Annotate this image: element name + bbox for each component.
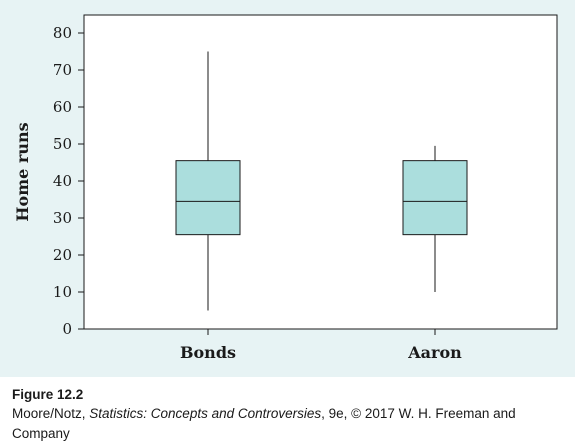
x-tick-label-bonds: Bonds	[180, 343, 236, 362]
box-bonds	[175, 160, 241, 236]
box-group	[175, 51, 468, 311]
y-tick-label: 70	[53, 61, 72, 79]
figure-caption: Figure 12.2 Moore/Notz, Statistics: Conc…	[12, 385, 567, 444]
y-tick-label: 10	[53, 283, 72, 301]
box-aaron	[402, 160, 468, 236]
figure-label: Figure 12.2	[12, 387, 84, 402]
x-axis: Bonds Aaron	[180, 329, 462, 362]
y-tick-label: 50	[53, 135, 72, 153]
y-tick-label: 30	[53, 209, 72, 227]
y-axis-title: Home runs	[13, 122, 32, 221]
y-tick-label: 80	[53, 24, 72, 42]
figure-credit: Moore/Notz, Statistics: Concepts and Con…	[12, 406, 516, 441]
y-tick-label: 0	[62, 320, 72, 338]
credit-prefix: Moore/Notz,	[12, 406, 90, 421]
x-tick-label-aaron: Aaron	[407, 343, 462, 362]
y-tick-label: 20	[53, 246, 72, 264]
y-axis: 0 10 20 30 40 50 60 70 80	[53, 24, 84, 338]
y-tick-label: 40	[53, 172, 72, 190]
credit-suffix: , 9e, © 2017 W. H. Freeman and Company	[12, 406, 516, 441]
plot-area	[83, 14, 558, 330]
boxplot-chart: 0 10 20 30 40 50 60 70 80 Bonds Aaron Home runs	[13, 14, 558, 362]
credit-title: Statistics: Concepts and Controversies	[89, 406, 322, 421]
y-tick-label: 60	[53, 98, 72, 116]
